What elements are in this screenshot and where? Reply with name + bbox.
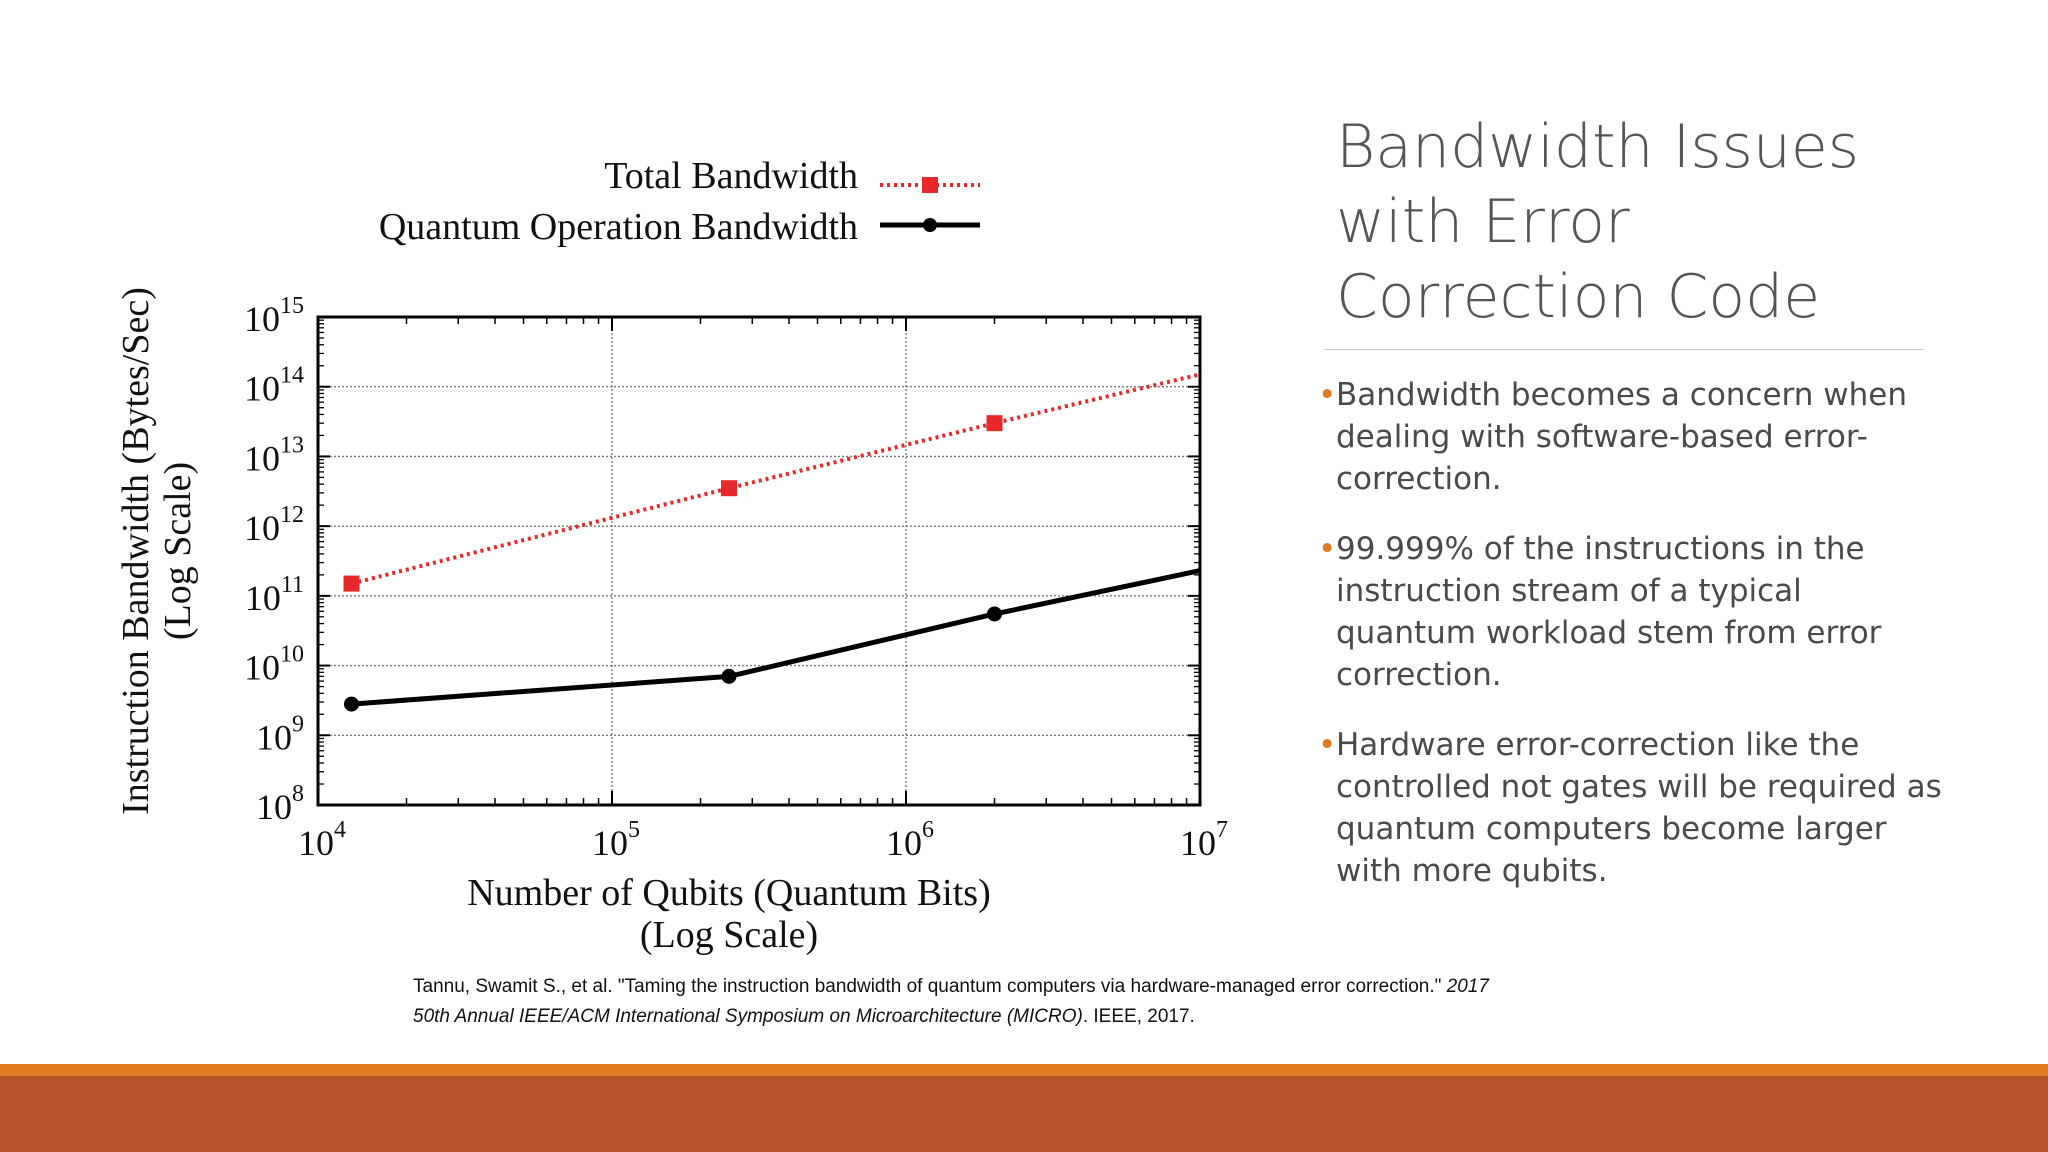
- quantum-op-bandwidth-marker: [343, 696, 359, 712]
- legend-label-total: Total Bandwidth: [604, 155, 858, 197]
- legend-label-quantum: Quantum Operation Bandwidth: [379, 206, 858, 248]
- legend-marker-quantum: [923, 218, 937, 232]
- total-bandwidth-marker: [986, 415, 1003, 432]
- citation-tail: . IEEE, 2017.: [1082, 1006, 1195, 1027]
- bullet-list: • Bandwidth becomes a concern when dealin…: [1318, 374, 1948, 920]
- y-tick-exponent: 15: [280, 293, 304, 319]
- y-tick-exponent: 13: [280, 432, 304, 458]
- quantum-op-bandwidth-marker: [721, 668, 737, 684]
- y-tick-label: 108: [256, 781, 304, 827]
- y-tick-label: 1013: [244, 432, 304, 478]
- bullet-item: • 99.999% of the instructions in the inst…: [1318, 528, 1948, 696]
- bullet-text: Bandwidth becomes a concern when dealing…: [1336, 377, 1907, 497]
- x-tick-label: 105: [592, 817, 640, 863]
- chart-series: [343, 372, 1201, 712]
- citation-text: Tannu, Swamit S., et al. "Taming the ins…: [413, 976, 1447, 997]
- y-tick-exponent: 12: [280, 502, 304, 528]
- bullet-item: • Hardware error-correction like the cont…: [1318, 724, 1948, 892]
- y-tick-label: 1015: [244, 293, 304, 339]
- x-tick-exponent: 7: [1216, 817, 1228, 843]
- y-tick-label: 1011: [245, 572, 304, 618]
- title-divider: [1324, 349, 1924, 350]
- x-tick-exponent: 6: [922, 817, 934, 843]
- x-axis-label: Number of Qubits (Quantum Bits): [467, 872, 991, 914]
- chart-legend: Total Bandwidth Quantum Operation Bandwid…: [379, 155, 980, 248]
- x-tick-exponent: 4: [334, 817, 346, 843]
- citation: Tannu, Swamit S., et al. "Taming the ins…: [413, 972, 1513, 1032]
- plot-area-frame: [316, 315, 1202, 807]
- y-tick-exponent: 9: [292, 711, 304, 737]
- y-tick-exponent: 8: [292, 781, 304, 807]
- footer-band: [0, 1076, 2048, 1152]
- total-bandwidth-line: [351, 372, 1201, 586]
- legend-marker-total: [922, 177, 938, 193]
- x-axis-label-scale: (Log Scale): [640, 914, 818, 956]
- x-tick-label: 106: [886, 817, 934, 863]
- y-tick-label: 1014: [244, 363, 304, 409]
- y-axis-label-scale: (Log Scale): [157, 462, 199, 640]
- axis-ticks: [317, 316, 1201, 806]
- y-tick-label: 1012: [244, 502, 304, 548]
- bullet-text: 99.999% of the instructions in the instr…: [1336, 531, 1882, 693]
- y-tick-exponent: 11: [281, 572, 304, 598]
- chart-grid: [318, 317, 1200, 805]
- bullet-dot-icon: •: [1318, 727, 1337, 763]
- y-tick-exponent: 10: [280, 642, 304, 668]
- bullet-text: Hardware error-correction like the contr…: [1336, 727, 1942, 889]
- total-bandwidth-marker: [720, 480, 737, 497]
- x-tick-label: 104: [298, 817, 346, 863]
- footer-accent-stripe: [0, 1064, 2048, 1076]
- slide-title: Bandwidth Issues with Error Correction C…: [1336, 112, 1860, 332]
- quantum-op-bandwidth-line: [351, 568, 1201, 707]
- y-axis-label: Instruction Bandwidth (Bytes/Sec): [115, 287, 157, 815]
- y-tick-label: 1010: [244, 642, 304, 688]
- y-tick-label: 109: [256, 711, 304, 757]
- bullet-dot-icon: •: [1318, 377, 1337, 413]
- x-tick-label: 107: [1180, 817, 1228, 863]
- bullet-item: • Bandwidth becomes a concern when dealin…: [1318, 374, 1948, 500]
- quantum-op-bandwidth-marker: [987, 606, 1003, 622]
- x-tick-exponent: 5: [628, 817, 640, 843]
- y-tick-exponent: 14: [280, 363, 304, 389]
- total-bandwidth-marker: [343, 575, 360, 592]
- bullet-dot-icon: •: [1318, 531, 1337, 567]
- citation-venue: 2017 50th Annual IEEE/ACM International …: [413, 976, 1489, 1027]
